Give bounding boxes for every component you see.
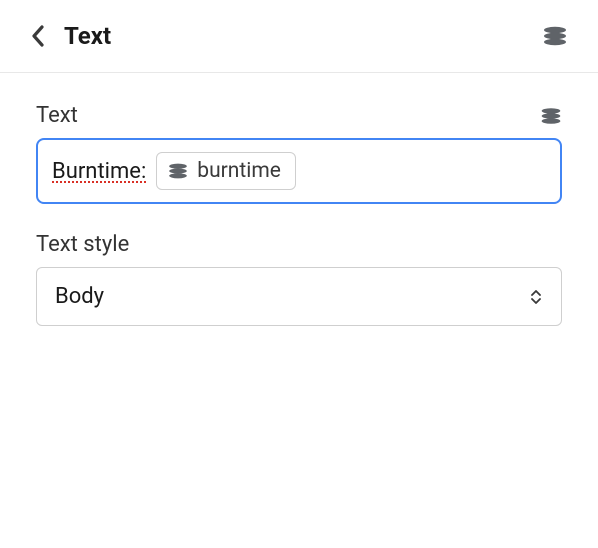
text-style-label-row: Text style bbox=[36, 232, 562, 257]
chip-label: burntime bbox=[197, 159, 281, 183]
database-icon bbox=[542, 26, 568, 46]
chevron-left-icon bbox=[31, 25, 45, 47]
back-button[interactable] bbox=[24, 22, 52, 50]
text-input[interactable]: Burntime: burntime bbox=[36, 138, 562, 204]
text-style-field-group: Text style Body bbox=[36, 232, 562, 326]
text-prefix-value: Burntime: bbox=[52, 159, 146, 184]
data-variable-chip[interactable]: burntime bbox=[156, 152, 296, 190]
panel-title: Text bbox=[64, 22, 542, 50]
database-icon bbox=[167, 163, 189, 179]
text-properties-panel: Text Text Burntime: bbox=[0, 0, 598, 548]
text-data-binding-button[interactable] bbox=[540, 105, 562, 127]
database-icon bbox=[540, 107, 562, 125]
text-style-label: Text style bbox=[36, 232, 129, 257]
text-style-select[interactable]: Body bbox=[36, 267, 562, 326]
select-arrows-icon bbox=[529, 287, 543, 307]
text-field-label-row: Text bbox=[36, 103, 562, 128]
data-binding-button[interactable] bbox=[542, 23, 568, 49]
panel-header: Text bbox=[0, 0, 598, 73]
text-field-group: Text Burntime: burn bbox=[36, 103, 562, 204]
text-style-selected-value: Body bbox=[55, 284, 104, 309]
text-field-label: Text bbox=[36, 103, 78, 128]
panel-content: Text Burntime: burn bbox=[0, 73, 598, 384]
